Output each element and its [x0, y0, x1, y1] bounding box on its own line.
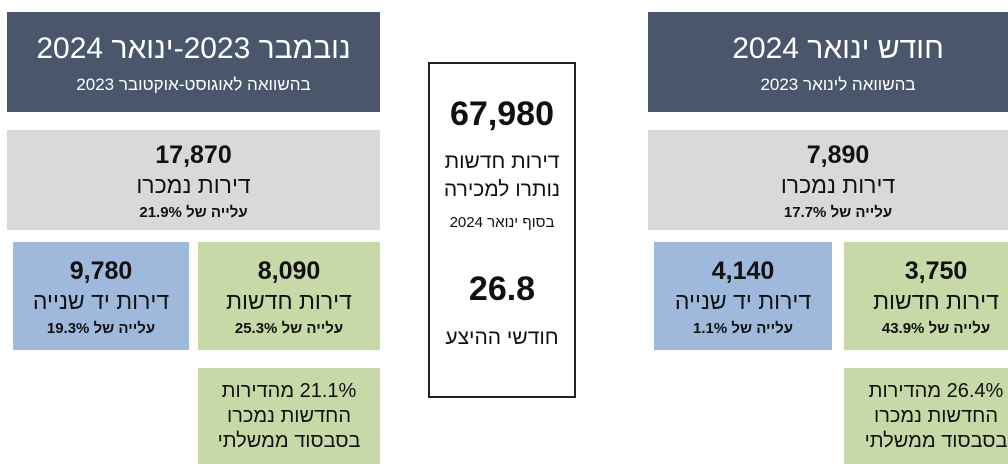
note-line: 26.4% מהדירות [868, 379, 1004, 402]
note-line: 21.1% מהדירות [221, 379, 357, 402]
second-hand-value: 4,140 [711, 256, 775, 285]
second-hand-box: 9,780 דירות יד שנייה עלייה של 19.3% [13, 242, 189, 350]
total-change: עלייה של 21.9% [139, 203, 248, 221]
units-left-date: בסוף ינואר 2024 [449, 214, 555, 231]
header-subtitle: בהשוואה לינואר 2023 [760, 75, 916, 94]
units-left-value: 67,980 [450, 95, 554, 133]
new-box: 8,090 דירות חדשות עלייה של 25.3% [198, 242, 380, 350]
center-box: 67,980 דירות חדשות נותרו למכירה בסוף ינואר … [428, 62, 576, 398]
new-box: 3,750 דירות חדשות עלייה של 43.9% [844, 242, 1008, 350]
panel-header: נובמבר 2023-ינואר 2024 בהשוואה לאוגוסט-או… [7, 12, 380, 112]
total-box: 7,890 דירות נמכרו עלייה של 17.7% [648, 130, 1008, 230]
note-box: 21.1% מהדירות החדשות נמכרו בסבסוד ממשלתי [198, 368, 380, 464]
new-label: דירות חדשות [873, 287, 999, 314]
total-value: 7,890 [806, 140, 870, 169]
header-subtitle: בהשוואה לאוגוסט-אוקטובר 2023 [76, 75, 311, 94]
header-title: חודש ינואר 2024 [732, 32, 944, 65]
note-box: 26.4% מהדירות החדשות נמכרו בסבסוד ממשלתי [844, 368, 1008, 464]
note-line: בסבסוד ממשלתי [864, 429, 1008, 452]
total-label: דירות נמכרו [780, 171, 896, 198]
total-box: 17,870 דירות נמכרו עלייה של 21.9% [7, 130, 380, 230]
second-hand-label: דירות יד שנייה [32, 287, 170, 314]
panel-header: חודש ינואר 2024 בהשוואה לינואר 2023 [648, 12, 1008, 112]
units-left-label: נותרו למכירה [443, 178, 561, 201]
total-value: 17,870 [155, 140, 232, 169]
second-hand-value: 9,780 [69, 256, 133, 285]
second-hand-change: עלייה של 1.1% [693, 319, 793, 337]
header-title: נובמבר 2023-ינואר 2024 [36, 32, 351, 65]
new-label: דירות חדשות [226, 287, 352, 314]
supply-months-value: 26.8 [468, 270, 536, 308]
note-line: בסבסוד ממשלתי [217, 429, 361, 452]
new-change: עלייה של 43.9% [881, 319, 991, 337]
total-change: עלייה של 17.7% [783, 203, 893, 221]
new-value: 8,090 [257, 256, 321, 285]
second-hand-label: דירות יד שנייה [674, 287, 812, 314]
second-hand-change: עלייה של 19.3% [46, 319, 156, 337]
second-hand-box: 4,140 דירות יד שנייה עלייה של 1.1% [654, 242, 832, 350]
supply-months-label: חודשי ההיצע [445, 326, 559, 349]
units-left-label: דירות חדשות [444, 150, 560, 173]
note-line: החדשות נמכרו [227, 404, 351, 427]
note-line: החדשות נמכרו [874, 404, 998, 427]
new-change: עלייה של 25.3% [234, 319, 344, 337]
new-value: 3,750 [904, 256, 968, 285]
total-label: דירות נמכרו [136, 171, 251, 198]
